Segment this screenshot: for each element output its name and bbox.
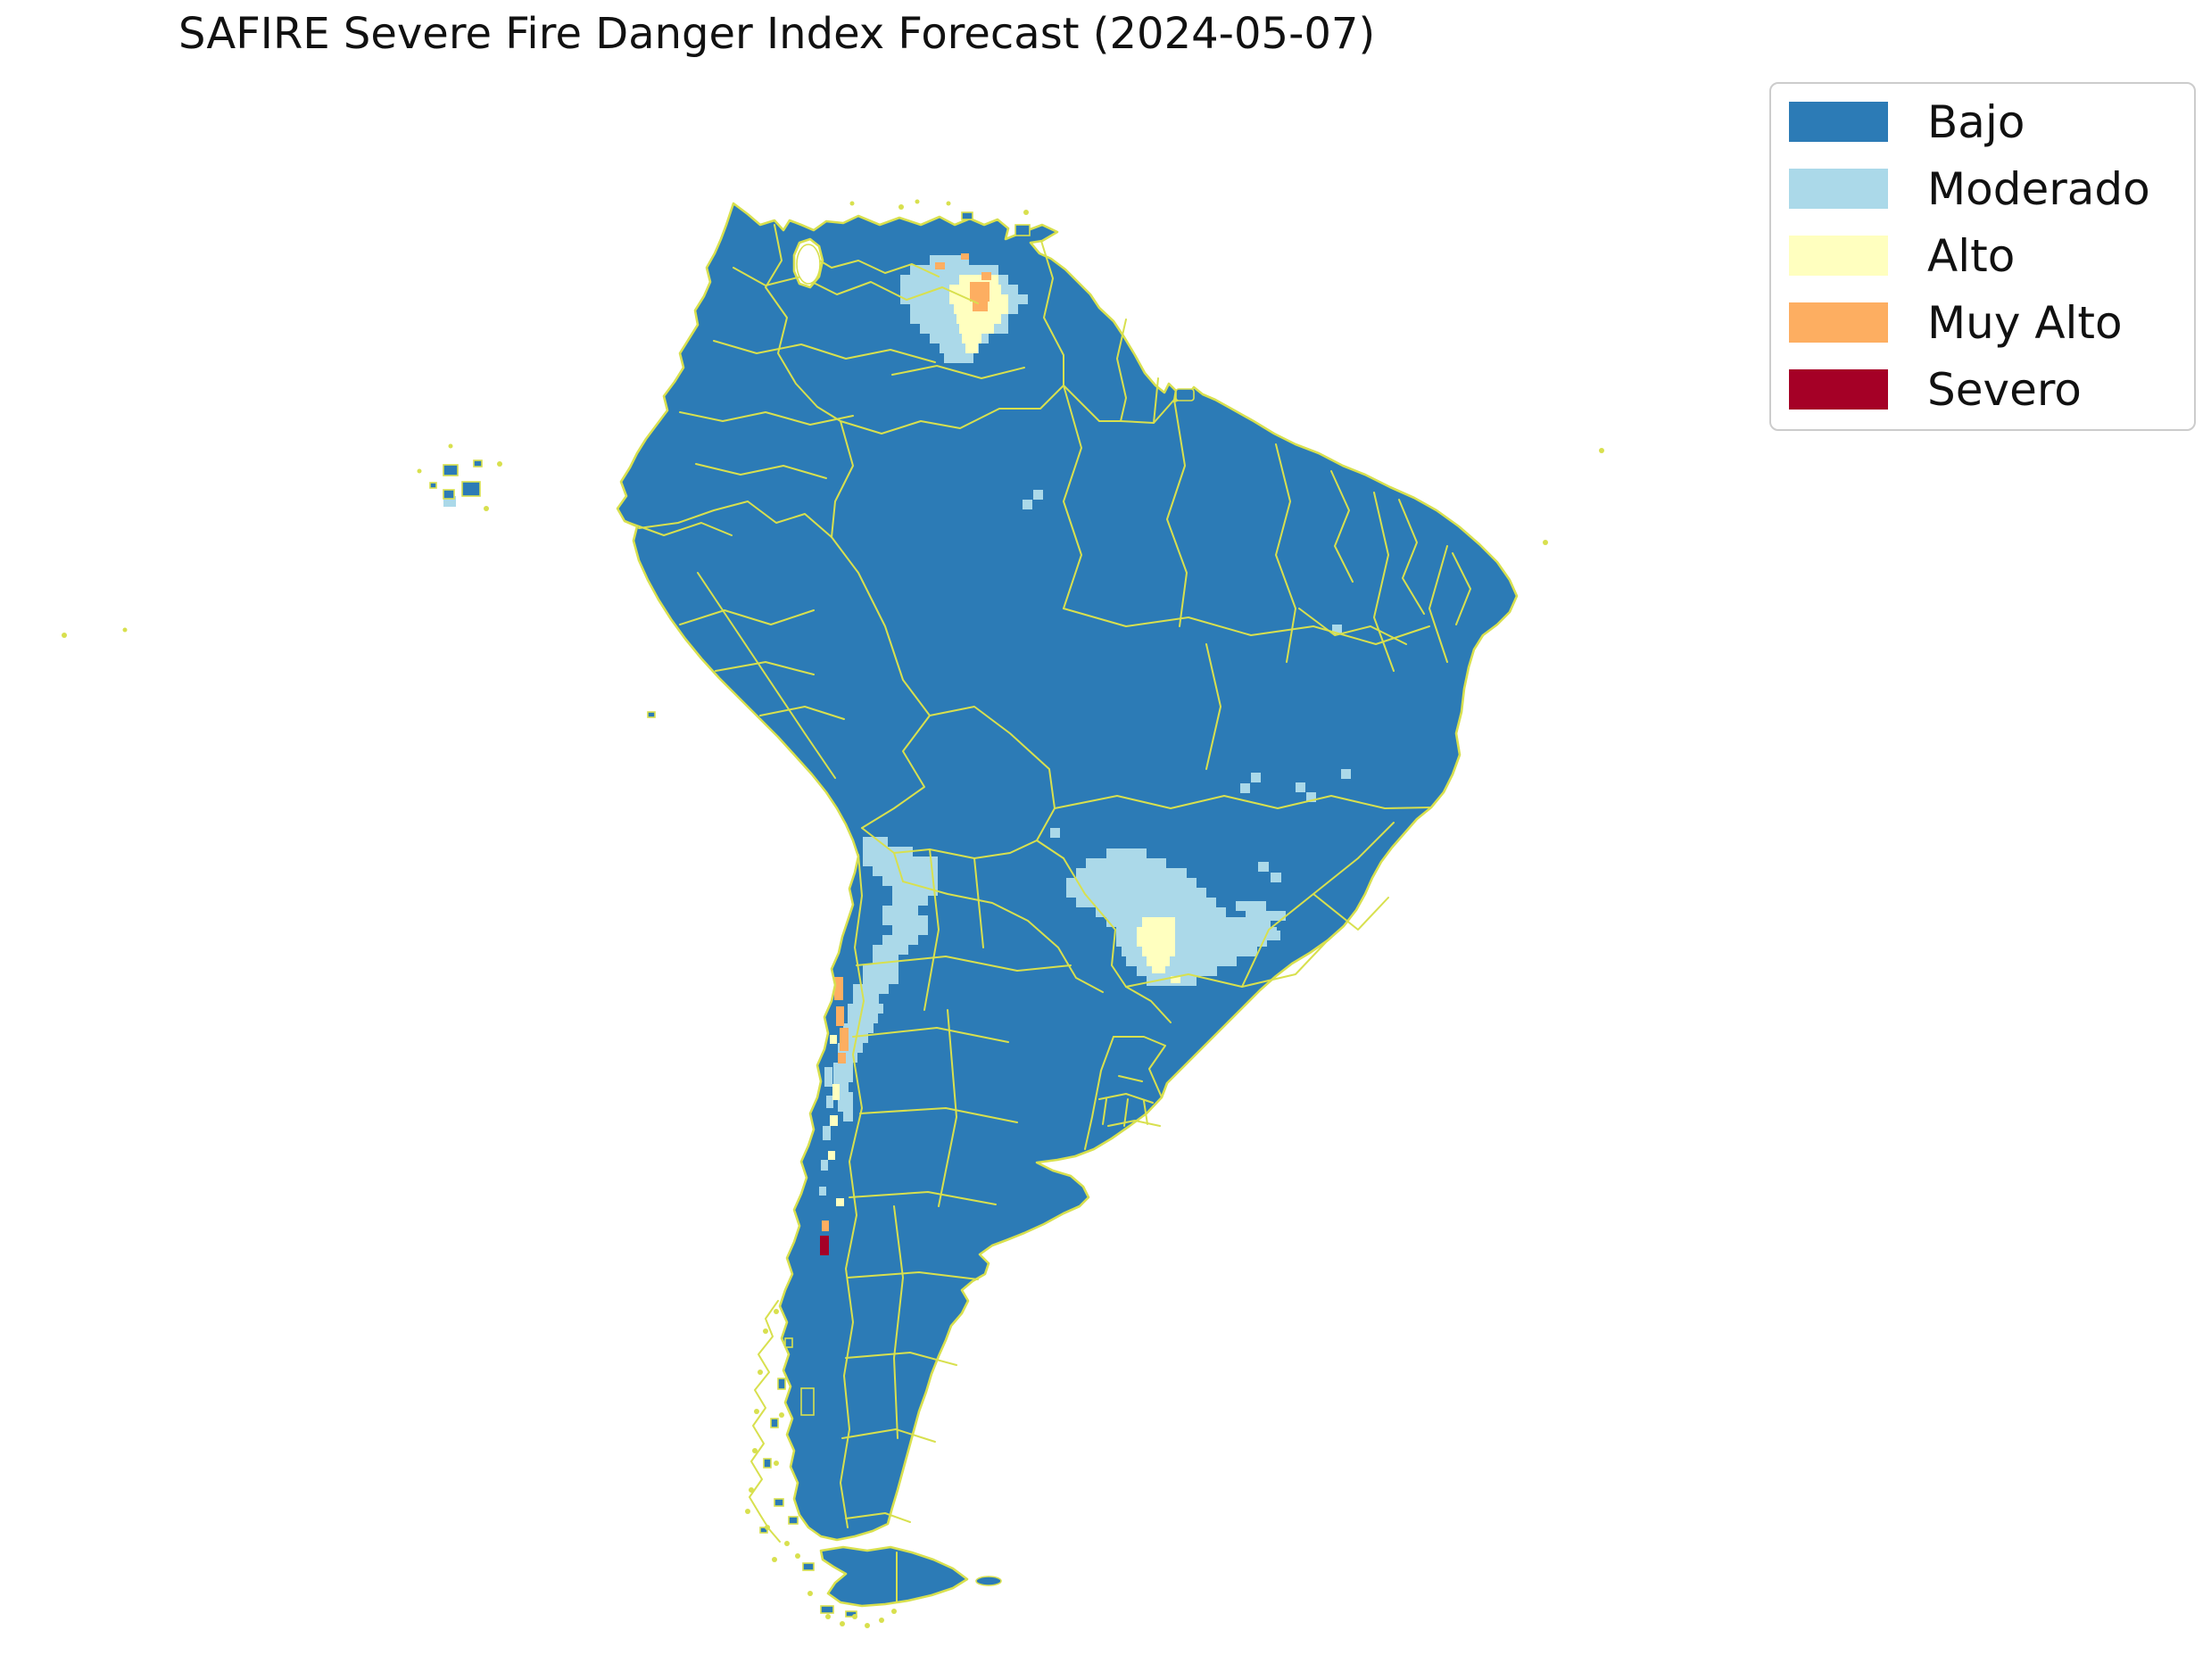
coastline-stroke: [616, 202, 1519, 1608]
legend-swatch-severo: [1789, 369, 1888, 410]
admin-borders: [624, 224, 1471, 1543]
legend-swatch-moderado: [1789, 169, 1888, 209]
legend-swatch-muy-alto: [1789, 302, 1888, 343]
pacific-islets: [62, 627, 656, 718]
legend-item-muy-alto: Muy Alto: [1789, 296, 2173, 349]
marajo-island: [1175, 388, 1195, 401]
overlay-severo-cells: [820, 1236, 829, 1255]
chilean-archipelago: [745, 1309, 897, 1628]
legend-label-muy-alto: Muy Alto: [1927, 296, 2123, 349]
overlay-muy-alto-cells: [822, 253, 991, 1231]
legend-label-severo: Severo: [1927, 363, 2082, 416]
galapagos-islands: [417, 443, 502, 511]
legend-item-severo: Severo: [1789, 363, 2173, 416]
atlantic-islets: [1543, 448, 1604, 545]
legend-item-alto: Alto: [1789, 229, 2173, 282]
caribbean-islands: [849, 199, 1031, 236]
legend-swatch-alto: [1789, 236, 1888, 276]
legend-label-bajo: Bajo: [1927, 95, 2025, 148]
page-title: SAFIRE Severe Fire Danger Index Forecast…: [178, 9, 1376, 59]
islands: [62, 199, 1604, 1628]
legend-label-alto: Alto: [1927, 229, 2016, 282]
lake-maracaibo: [796, 244, 821, 285]
legend-item-bajo: Bajo: [1789, 95, 2173, 148]
legend-label-moderado: Moderado: [1927, 162, 2150, 215]
legend: Bajo Moderado Alto Muy Alto Severo: [1769, 82, 2196, 431]
legend-swatch-bajo: [1789, 102, 1888, 142]
legend-item-moderado: Moderado: [1789, 162, 2173, 215]
isla-de-los-estados: [975, 1576, 1002, 1586]
